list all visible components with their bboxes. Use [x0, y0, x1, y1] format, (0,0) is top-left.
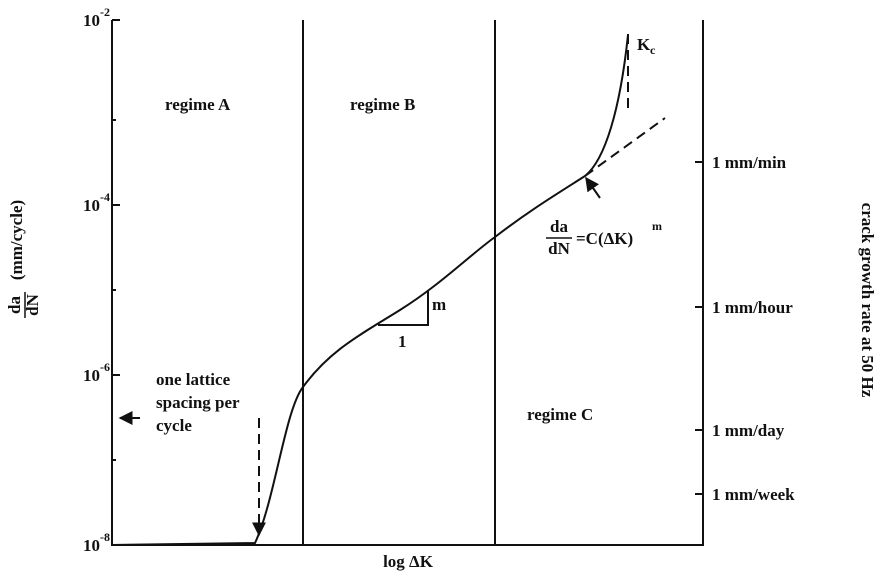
kc-subscript: c	[650, 43, 656, 57]
paris-extension	[584, 117, 666, 177]
y-tick-label: 10	[83, 536, 100, 555]
annotation: cycle	[156, 416, 192, 435]
y-tick-exponent: -4	[100, 190, 110, 204]
axes	[111, 20, 704, 546]
right-axis-label: crack growth rate at 50 Hz	[858, 203, 877, 398]
y-tick-exponent: -6	[100, 360, 110, 374]
equation-exponent: m	[652, 219, 662, 233]
equation: =C(ΔK)	[576, 229, 633, 248]
y-tick-label: 10	[83, 366, 100, 385]
regime-label: regime A	[165, 95, 231, 114]
regime-label: regime C	[527, 405, 593, 424]
y-axis-label: da	[5, 296, 24, 314]
equation: dN	[548, 239, 570, 258]
x-axis-label: log ΔK	[383, 552, 434, 571]
slope-triangle	[378, 290, 429, 326]
y-tick-label: 10	[83, 11, 100, 30]
frame	[111, 19, 704, 546]
y-tick-exponent: -2	[100, 5, 110, 19]
growth-curve	[111, 34, 629, 546]
slope-label: m	[432, 295, 446, 314]
right-tick-label: 1 mm/hour	[712, 298, 793, 317]
right-tick-label: 1 mm/min	[712, 153, 787, 172]
y-tick-label: 10	[83, 196, 100, 215]
annotation: spacing per	[156, 393, 240, 412]
equation: da	[550, 217, 568, 236]
annotation: one lattice	[156, 370, 231, 389]
equation-arrow	[585, 176, 601, 199]
regime-label: regime B	[350, 95, 415, 114]
y-axis-label: (mm/cycle)	[7, 200, 26, 280]
right-tick-label: 1 mm/week	[712, 485, 795, 504]
kc-label: K	[637, 35, 651, 54]
y-tick-exponent: -8	[100, 530, 110, 544]
y-axis-label: dN	[23, 293, 42, 315]
slope-label: 1	[398, 332, 407, 351]
right-tick-label: 1 mm/day	[712, 421, 785, 440]
